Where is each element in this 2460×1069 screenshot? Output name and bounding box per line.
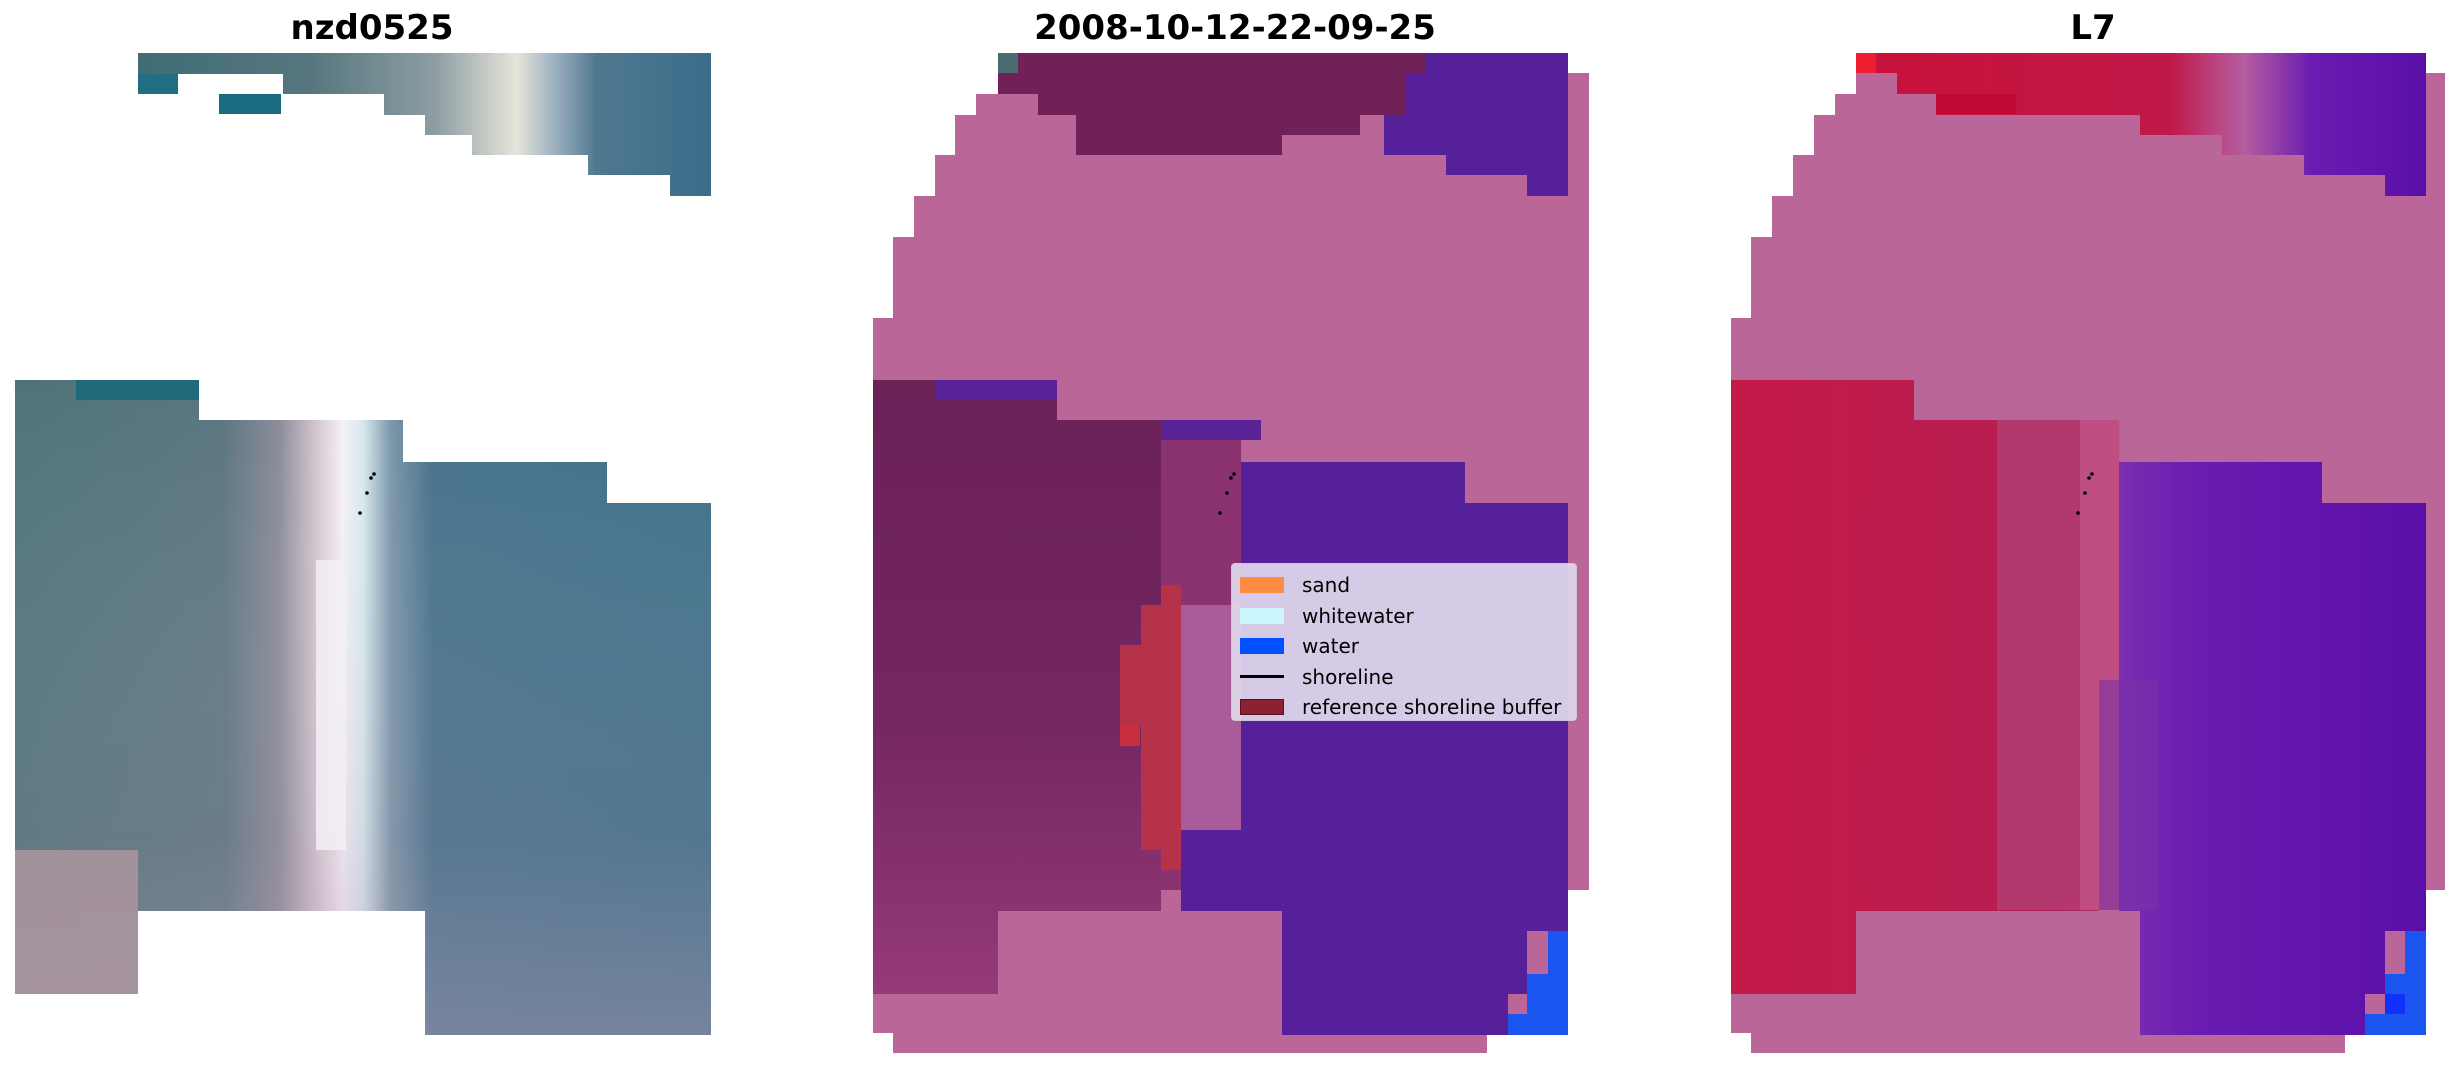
- legend-swatch-sand: [1240, 577, 1284, 594]
- index-water: [2119, 462, 2426, 1035]
- legend-swatch-whitewater: [1240, 607, 1284, 624]
- legend-swatch-water: [1240, 638, 1284, 655]
- rgb-dark-corner: [76, 380, 199, 400]
- classified-top-land: [998, 53, 1425, 155]
- legend-item-shoreline: shoreline: [1240, 662, 1576, 693]
- legend-item-sand: sand: [1240, 570, 1576, 601]
- legend-label-shoreline: shoreline: [1302, 664, 1394, 689]
- rgb-sand-bottom: [15, 850, 138, 994]
- panel-title-index: L7: [2070, 8, 2116, 48]
- legend-label-sand: sand: [1302, 573, 1351, 598]
- rgb-top-dark-2: [219, 94, 281, 114]
- legend-item-water: water: [1240, 631, 1576, 662]
- legend-item-whitewater: whitewater: [1240, 601, 1576, 632]
- panel-title-rgb: nzd0525: [290, 8, 454, 48]
- legend-label-buffer: reference shoreline buffer: [1302, 695, 1562, 720]
- classified-land: [873, 380, 1161, 994]
- legend-label-water: water: [1302, 634, 1359, 659]
- legend-item-buffer: reference shoreline buffer: [1240, 692, 1576, 723]
- classified-top-water: [1384, 53, 1568, 196]
- index-top-strip: [1856, 53, 2426, 196]
- legend-label-whitewater: whitewater: [1302, 603, 1414, 628]
- legend-swatch-buffer: [1240, 699, 1284, 716]
- rgb-top-strip: [138, 53, 711, 196]
- rgb-top-dark-1: [138, 74, 178, 94]
- rgb-shoreline: [358, 472, 376, 515]
- classified-ocean: [1508, 931, 1568, 1035]
- legend-swatch-shoreline: [1240, 675, 1284, 679]
- classified-buffer: [1120, 585, 1181, 870]
- panel-title-classified: 2008-10-12-22-09-25: [1034, 8, 1436, 48]
- index-ocean: [2365, 931, 2426, 1035]
- index-shoreline: [2076, 472, 2094, 515]
- rgb-whitewater-band: [316, 560, 346, 850]
- legend: sand whitewater water shoreline referenc…: [1231, 563, 1577, 721]
- classified-shoreline: [1218, 472, 1236, 515]
